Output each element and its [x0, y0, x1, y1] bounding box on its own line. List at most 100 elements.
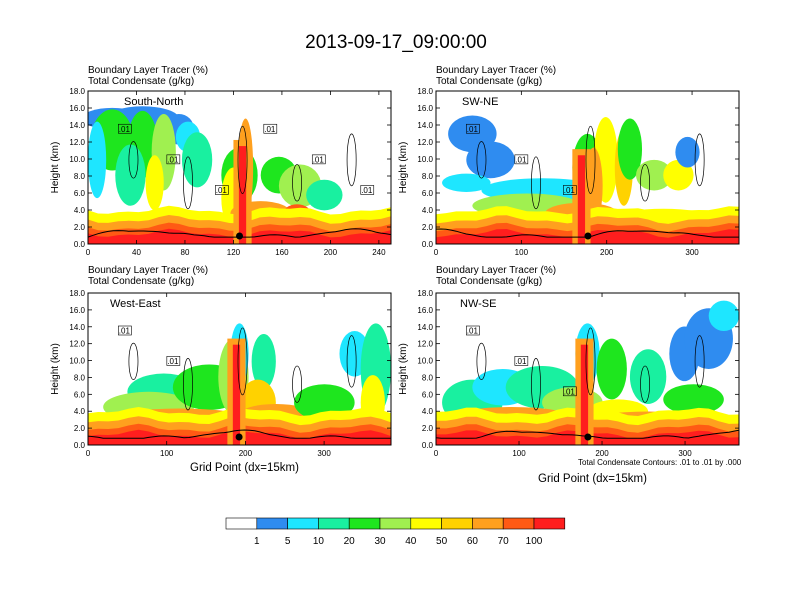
colorbar-label: 50: [436, 536, 448, 547]
y-axis-label: Height (km): [50, 142, 61, 194]
contour-label-box: [466, 123, 480, 134]
colorbar-cell: [318, 517, 350, 530]
label-line2: Total Condensate (g/kg): [436, 76, 543, 87]
colorbar-cell: [379, 517, 412, 530]
panel-label-nw-se: Boundary Layer Tracer (%) Total Condensa…: [436, 265, 556, 287]
x-tick-label: 40: [132, 248, 141, 257]
field-shading: [88, 323, 391, 445]
x-tick-label: 240: [372, 248, 386, 257]
panel-sw-ne: .01 .01 .01 0.0 2.0 4.0 6.0 8.0 10.0 12.0 14.0 16.0…: [398, 87, 740, 257]
panel-name-sw-ne: SW-NE: [462, 96, 499, 108]
field-blob: [145, 155, 164, 211]
label-line2: Total Condensate (g/kg): [88, 76, 195, 87]
field-shading: [436, 115, 739, 244]
x-tick-label: 0: [86, 449, 91, 458]
condensate-contour: [531, 358, 541, 411]
y-tick-label: 2.0: [74, 424, 86, 433]
condensate-contour: [183, 358, 193, 411]
y-tick-label: 10.0: [417, 155, 433, 164]
y-tick-label: 2.0: [422, 223, 434, 232]
y-tick-label: 14.0: [417, 121, 433, 130]
condensate-contour: [292, 365, 302, 403]
field-blob: [251, 334, 276, 389]
y-tick-label: 6.0: [74, 189, 86, 198]
y-tick-label: 4.0: [422, 206, 434, 215]
y-tick-label: 12.0: [417, 340, 433, 349]
contour-label-box: [166, 154, 181, 165]
y-tick-label: 6.0: [422, 189, 434, 198]
condensate-contour: [128, 141, 139, 179]
contour-label-box: [263, 123, 278, 134]
x-tick-label: 200: [324, 248, 338, 257]
y-tick-label: 14.0: [69, 323, 85, 332]
site-marker: [236, 232, 243, 240]
panel-name-south-north: South-North: [124, 96, 184, 108]
x-tick-label: 200: [595, 449, 609, 458]
x-tick-label: 200: [600, 248, 614, 257]
field-blob: [629, 349, 667, 404]
colorbar-cell: [348, 517, 381, 530]
condensate-contour: [183, 156, 193, 210]
plume-core: [577, 155, 586, 244]
x-tick-label: 80: [181, 248, 190, 257]
panel-name-nw-se: NW-SE: [460, 298, 497, 310]
condensate-contour: [694, 133, 705, 187]
field-blob: [596, 338, 627, 400]
colorbar-cell: [472, 517, 504, 530]
y-tick-label: 8.0: [74, 172, 86, 181]
y-tick-label: 8.0: [422, 172, 434, 181]
y-tick-label: 10.0: [69, 155, 85, 164]
contour-label: .01: [216, 186, 228, 195]
panel-label-west-east: Boundary Layer Tracer (%) Total Condensa…: [88, 265, 208, 287]
y-tick-label: 16.0: [69, 104, 85, 113]
plume-core: [580, 344, 589, 445]
colorbar-label: 60: [467, 536, 479, 547]
colorbar-cell: [533, 517, 566, 530]
condensate-contour: [585, 125, 596, 194]
field-blob: [708, 300, 739, 331]
condensate-contour: [476, 141, 487, 179]
y-tick-label: 16.0: [417, 104, 433, 113]
y-tick-label: 18.0: [417, 87, 433, 96]
condensate-contour: [640, 365, 650, 403]
contour-label: .01: [467, 125, 479, 134]
field-blob: [115, 144, 146, 206]
terrain-line: [88, 429, 391, 439]
field-blob: [442, 173, 491, 192]
contour-label-box: [118, 325, 132, 336]
y-tick-label: 4.0: [422, 407, 434, 416]
contour-label: .01: [313, 155, 325, 164]
x-tick-label: 0: [86, 248, 91, 257]
y-tick-label: 0.0: [422, 240, 434, 249]
contour-label: .01: [467, 327, 479, 336]
contour-label-box: [563, 386, 577, 397]
colorbar-label: 10: [313, 536, 325, 547]
colorbar-cell: [225, 517, 258, 530]
contour-label: .01: [564, 186, 576, 195]
colorbar-label: 30: [374, 536, 386, 547]
colorbar-label: 70: [498, 536, 510, 547]
contour-label: .01: [264, 125, 276, 134]
condensate-contour: [128, 342, 139, 380]
colorbar-cell: [287, 517, 319, 530]
panel-south-north: .01 .01 .01 .01 .01 .01 0.0 2.0 4.0 6.0 8.0 10.0 12.…: [50, 87, 392, 257]
y-tick-label: 18.0: [69, 87, 85, 96]
contour-label-box: [466, 325, 480, 336]
plume-core: [232, 344, 241, 445]
y-axis-label: Height (km): [398, 343, 409, 395]
contour-label-box: [563, 185, 577, 195]
panel-nw-se: .01 .01 .01 0.0 2.0 4.0 6.0 8.0 10.0 12.0 14.0 16.0…: [398, 289, 740, 458]
x-axis-title-nw-se: Grid Point (dx=15km): [538, 473, 647, 485]
contour-label-box: [514, 154, 529, 165]
contour-label-box: [360, 185, 375, 195]
contour-label: .01: [515, 155, 527, 164]
contour-note: Total Condensate Contours: .01 to .01 by…: [578, 458, 742, 467]
field-shading: [436, 300, 739, 445]
contour-label: .01: [167, 357, 179, 366]
label-line1: Boundary Layer Tracer (%): [436, 265, 557, 276]
field-shading: [88, 106, 391, 244]
panel-label-south-north: Boundary Layer Tracer (%) Total Condensa…: [88, 65, 208, 87]
colorbar: 1 5 10 20 30 40 50 60 70 100: [225, 517, 566, 547]
condensate-contour: [346, 335, 357, 388]
condensate-contour: [346, 133, 357, 187]
